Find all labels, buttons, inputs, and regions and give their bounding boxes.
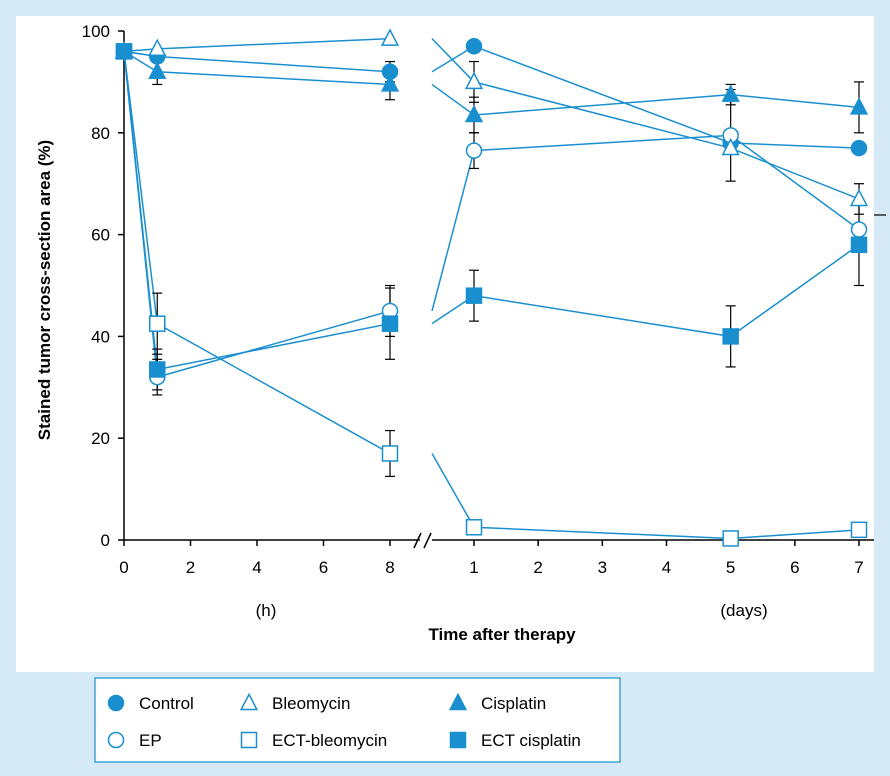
data-point-ect-cisplatin [722, 328, 739, 345]
series-line-days-control [431, 45, 860, 149]
legend-label-control: Control [139, 694, 194, 713]
data-point-ect-bleomycin [850, 521, 868, 539]
x-tick-label-days: 1 [469, 558, 478, 577]
data-point-bleomycin [849, 188, 869, 207]
x-tick-label-hours: 2 [186, 558, 195, 577]
plot-panel [16, 16, 874, 672]
data-point-ect-bleomycin [722, 530, 739, 547]
y-tick-label: 40 [91, 327, 110, 346]
legend: Control Bleomycin Cisplatin EP ECT-bleom… [94, 677, 621, 763]
legend-label-bleomycin: Bleomycin [272, 694, 350, 713]
data-point-ect-cisplatin [149, 361, 166, 378]
x-tick-label-days: 2 [533, 558, 542, 577]
series-line-days-ep [431, 134, 860, 312]
data-point-bleomycin [464, 71, 484, 90]
data-point-ep [850, 221, 868, 238]
data-point-cisplatin [148, 61, 167, 79]
data-point-ect-bleomycin [381, 445, 399, 462]
series-line-days-ect-bleomycin [431, 453, 860, 540]
axis-break-mark [423, 532, 432, 549]
data-point-ect-bleomycin [149, 315, 166, 332]
data-point-ep [465, 142, 483, 159]
unit-label-hours: (h) [256, 601, 277, 620]
data-point-control [850, 139, 868, 157]
legend-label-ep: EP [139, 731, 162, 750]
x-tick-label-hours: 6 [319, 558, 328, 577]
unit-label-days: (days) [720, 601, 767, 620]
data-point-cisplatin [464, 104, 484, 123]
y-tick-label: 20 [91, 429, 110, 448]
x-tick-label-days: 5 [726, 558, 735, 577]
x-axis-title: Time after therapy [428, 625, 576, 644]
data-point-ect-cisplatin [465, 287, 483, 304]
legend-marker-cisplatin [448, 692, 468, 711]
x-tick-label-days: 4 [662, 558, 671, 577]
axis-break-mark [413, 532, 422, 549]
axes [123, 31, 886, 549]
data-point-bleomycin [380, 28, 400, 46]
x-tick-label-hours: 0 [119, 558, 128, 577]
legend-marker-ep [107, 731, 125, 749]
data-point-ect-cisplatin [381, 315, 399, 332]
series-line-days-bleomycin [431, 38, 860, 200]
y-axis-title: Stained tumor cross-section area (%) [35, 140, 54, 440]
data-point-bleomycin [148, 38, 167, 57]
data-point-cisplatin [380, 74, 400, 92]
legend-box [94, 677, 621, 763]
data-point-cisplatin [721, 84, 740, 102]
data-point-ect-cisplatin [850, 236, 868, 254]
series-line-days-cisplatin [431, 83, 860, 116]
legend-label-ect-cisplatin: ECT cisplatin [481, 731, 581, 750]
legend-marker-control [107, 694, 125, 712]
x-tick-label-days: 6 [790, 558, 799, 577]
legend-label-ect-bleomycin: ECT-bleomycin [272, 731, 387, 750]
x-tick-label-hours: 8 [385, 558, 394, 577]
legend-marker-ect-cisplatin [449, 731, 467, 749]
x-tick-label-days: 3 [598, 558, 607, 577]
series-line-days-ect-cisplatin [431, 244, 860, 338]
data-point-cisplatin [849, 97, 869, 115]
y-tick-label: 100 [82, 22, 110, 41]
data-point-ect-cisplatin [115, 43, 133, 60]
legend-marker-bleomycin [239, 692, 259, 711]
data-point-ect-bleomycin [465, 519, 483, 536]
legend-marker-ect-bleomycin [240, 731, 258, 749]
x-tick-label-hours: 4 [252, 558, 261, 577]
y-tick-label: 0 [101, 531, 110, 550]
y-tick-label: 80 [91, 124, 110, 143]
y-tick-label: 60 [91, 226, 110, 245]
x-tick-label-days: 7 [854, 558, 863, 577]
legend-label-cisplatin: Cisplatin [481, 694, 546, 713]
data-point-bleomycin [721, 137, 740, 156]
data-point-control [465, 38, 483, 55]
